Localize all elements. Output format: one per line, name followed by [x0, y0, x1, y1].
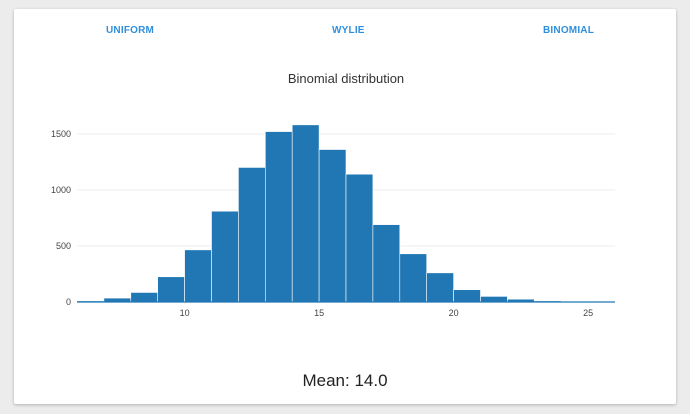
tab-binomial[interactable]: BINOMIAL [543, 25, 595, 36]
axes: 0 500 1000 1500 10 15 20 25 [51, 129, 615, 318]
histogram-bar [399, 253, 427, 303]
histogram-bar [345, 173, 374, 303]
y-tick-label: 0 [66, 297, 71, 307]
mean-label: Mean: [302, 371, 350, 390]
mean-readout: Mean: 14.0 [14, 371, 676, 391]
x-tick-label: 15 [314, 308, 324, 318]
x-tick-label: 25 [583, 308, 593, 318]
histogram-bars [76, 124, 616, 303]
histogram-bar [372, 224, 401, 303]
histogram-bar [130, 292, 159, 303]
x-tick-label: 10 [180, 308, 190, 318]
histogram-chart: Binomial distribution 0 500 1000 1500 10 15 20… [51, 71, 616, 318]
histogram-bar [318, 149, 347, 303]
histogram-bar [426, 272, 454, 303]
histogram-bar [291, 124, 320, 303]
histogram-bar [480, 296, 508, 303]
histogram-bar [265, 131, 293, 303]
histogram-bar [157, 276, 185, 303]
tab-wylie[interactable]: WYLIE [332, 25, 365, 36]
y-tick-label: 1000 [51, 185, 71, 195]
x-tick-label: 20 [449, 308, 459, 318]
y-tick-label: 1500 [51, 129, 71, 139]
histogram-bar [211, 210, 239, 303]
tab-uniform[interactable]: UNIFORM [106, 25, 155, 36]
chart-card: UNIFORM WYLIE BINOMIAL Binomial distribu… [14, 9, 676, 404]
mean-value: 14.0 [354, 371, 388, 390]
histogram-bar [238, 167, 266, 303]
chart-title: Binomial distribution [288, 71, 404, 86]
histogram-bar [184, 249, 212, 303]
histogram-bar [453, 289, 481, 303]
y-tick-label: 500 [56, 241, 71, 251]
